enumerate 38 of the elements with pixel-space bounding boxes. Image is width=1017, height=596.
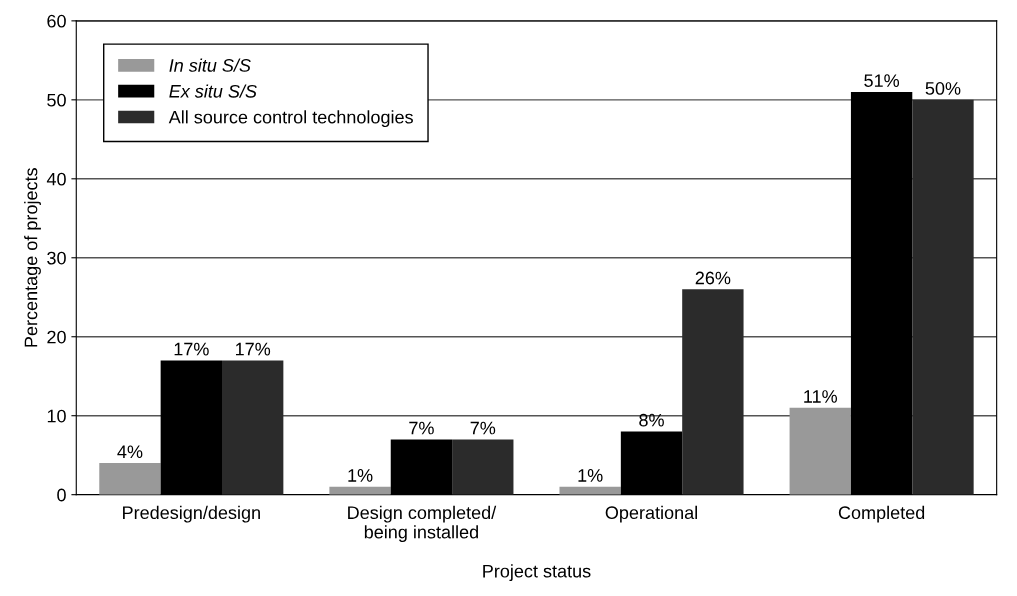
data-label: 7% — [409, 421, 434, 435]
data-label: 1% — [578, 469, 603, 482]
legend-label: Ex situ S/S — [169, 84, 257, 98]
x-tick-label: Operational — [605, 505, 697, 523]
data-label: 50% — [925, 82, 961, 95]
bar — [99, 463, 161, 495]
data-label: 8% — [639, 413, 664, 427]
bar — [850, 91, 913, 495]
x-tick-label: Predesign/design — [123, 505, 260, 523]
data-label: 11% — [804, 390, 838, 403]
bar — [789, 407, 851, 495]
y-tick-label: 50 — [47, 93, 66, 107]
y-axis-title: Percentage of projects — [24, 168, 41, 347]
x-tick-label: Completed — [838, 505, 925, 523]
bar — [160, 360, 222, 495]
y-tick-label: 10 — [47, 409, 66, 423]
data-label: 17% — [235, 342, 271, 356]
bar — [912, 99, 974, 495]
data-label: 4% — [117, 445, 143, 459]
legend-label: All source control technologies — [168, 110, 413, 128]
y-tick-label: 40 — [46, 172, 66, 186]
bar — [222, 360, 284, 495]
y-tick-label: 20 — [47, 330, 66, 344]
y-tick-label: 30 — [47, 251, 66, 265]
bar — [452, 439, 514, 495]
bar — [682, 289, 744, 495]
legend-label: In situ S/S — [169, 58, 251, 72]
data-label: 51% — [864, 74, 900, 87]
data-label: 26% — [695, 271, 731, 285]
bar — [390, 439, 453, 495]
x-tick-label: Design completed/ being installed — [348, 505, 497, 543]
data-label: 1% — [348, 469, 373, 482]
data-label: 17% — [174, 342, 209, 356]
x-axis-title: Project status — [483, 564, 591, 582]
bar — [620, 431, 683, 495]
y-tick-label: 0 — [57, 488, 66, 502]
data-label: 7% — [470, 421, 496, 435]
y-tick-label: 60 — [47, 14, 66, 28]
